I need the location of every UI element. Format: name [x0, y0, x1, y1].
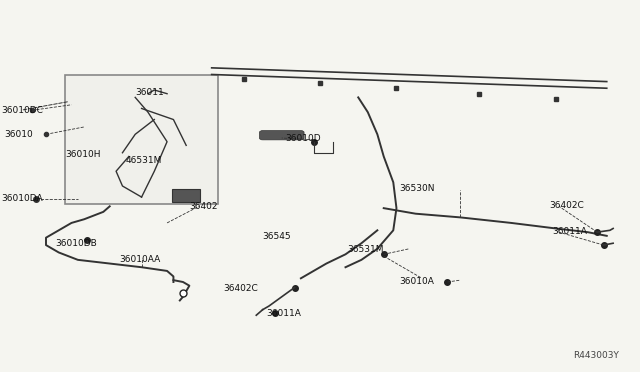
- Text: 36010AA: 36010AA: [119, 254, 161, 264]
- Text: 36545: 36545: [262, 232, 291, 241]
- Text: 36531M: 36531M: [348, 245, 384, 254]
- Text: 36010DB: 36010DB: [56, 239, 97, 248]
- Bar: [65, 75, 218, 205]
- Text: 36530N: 36530N: [399, 185, 435, 193]
- Text: 36010: 36010: [4, 130, 33, 139]
- Text: 36010D: 36010D: [285, 134, 321, 142]
- Text: 46531M: 46531M: [125, 155, 162, 165]
- Text: 36402: 36402: [189, 202, 218, 211]
- Text: 36402C: 36402C: [549, 201, 584, 210]
- Text: 36010A: 36010A: [399, 277, 435, 286]
- Text: 36011: 36011: [135, 89, 164, 97]
- Text: 36010H: 36010H: [65, 150, 100, 159]
- Text: R443003Y: R443003Y: [573, 351, 620, 360]
- FancyBboxPatch shape: [172, 189, 200, 202]
- Text: 36011A: 36011A: [552, 227, 588, 236]
- Text: 36010DA: 36010DA: [1, 195, 43, 203]
- Text: 36011A: 36011A: [266, 309, 301, 318]
- Text: 36402C: 36402C: [223, 284, 258, 293]
- Text: 36010DC: 36010DC: [1, 106, 44, 115]
- FancyBboxPatch shape: [259, 131, 304, 140]
